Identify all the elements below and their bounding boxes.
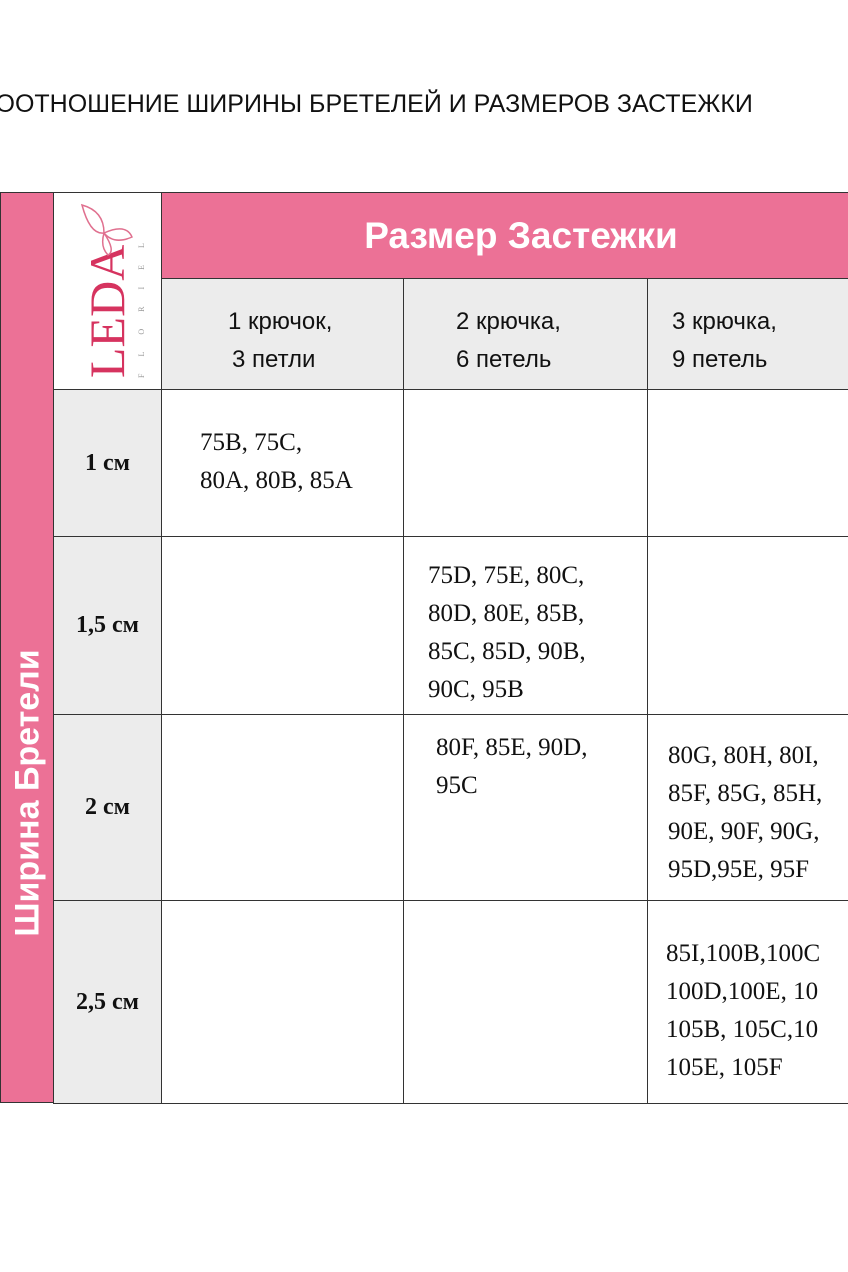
- column-header-3: 3 крючка, 9 петель: [647, 278, 848, 390]
- cell-line: 80D, 80E, 85B,: [428, 600, 585, 627]
- header-label: Размер Застежки: [364, 214, 678, 256]
- table-cell: [647, 536, 848, 715]
- cell-line: 80G, 80H, 80I,: [668, 742, 819, 769]
- cell-line: 95D,95E, 95F: [668, 856, 809, 883]
- cell-line: 80F, 85E, 90D,: [436, 734, 588, 761]
- side-header: Ширина Бретели: [0, 192, 54, 1103]
- table-cell: 80F, 85E, 90D, 95C: [403, 714, 648, 901]
- cell-line: 100D,100E, 10: [666, 978, 819, 1005]
- row-header: 1,5 см: [53, 536, 162, 715]
- cell-line: 85C, 85D, 90B,: [428, 638, 586, 665]
- logo: LEDA FLORIEL: [53, 192, 162, 390]
- row-label: 2,5 см: [76, 988, 139, 1015]
- row-label: 2 см: [85, 794, 130, 820]
- butterfly-icon: [80, 203, 133, 256]
- table-cell: 85I,100B,100C 100D,100E, 10 105B, 105C,10 1…: [647, 900, 848, 1104]
- cell-line: 85I,100B,100C: [666, 940, 821, 967]
- table-cell: [647, 389, 848, 537]
- clasp-size-header: Размер Застежки: [161, 192, 848, 279]
- table-cell: [403, 389, 648, 537]
- row-header: 1 см: [53, 389, 162, 537]
- cell-line: 95C: [436, 772, 478, 799]
- cell-line: 80A, 80B, 85A: [200, 467, 353, 494]
- cell-line: 90C, 95B: [428, 676, 524, 703]
- cell-line: 105E, 105F: [666, 1054, 783, 1081]
- table-cell: [403, 900, 648, 1104]
- page-title: СООТНОШЕНИЕ ШИРИНЫ БРЕТЕЛЕЙ И РАЗМЕРОВ З…: [0, 90, 753, 118]
- side-label: Ширина Бретели: [8, 649, 47, 937]
- cell-line: 105B, 105C,10: [666, 1016, 819, 1043]
- table-cell: 75B, 75C, 80A, 80B, 85A: [161, 389, 404, 537]
- table-cell: 75D, 75E, 80C, 80D, 80E, 85B, 85C, 85D, 90…: [403, 536, 648, 715]
- table-cell: [161, 714, 404, 901]
- column-header-2: 2 крючка, 6 петель: [403, 278, 648, 390]
- table-cell: 80G, 80H, 80I, 85F, 85G, 85H, 90E, 90F, 90…: [647, 714, 848, 901]
- row-header: 2 см: [53, 714, 162, 901]
- row-header: 2,5 см: [53, 900, 162, 1104]
- row-label: 1,5 см: [76, 612, 139, 638]
- svg-text:FLORIEL: FLORIEL: [137, 226, 146, 378]
- table-cell: [161, 900, 404, 1104]
- cell-line: 75D, 75E, 80C,: [428, 562, 585, 589]
- cell-line: 75B, 75C,: [200, 429, 303, 456]
- column-header-1: 1 крючок, 3 петли: [161, 278, 404, 390]
- svg-text:LEDA: LEDA: [79, 245, 135, 378]
- cell-line: 90E, 90F, 90G,: [668, 818, 820, 845]
- cell-line: 85F, 85G, 85H,: [668, 780, 823, 807]
- table-cell: [161, 536, 404, 715]
- row-label: 1 см: [85, 449, 130, 476]
